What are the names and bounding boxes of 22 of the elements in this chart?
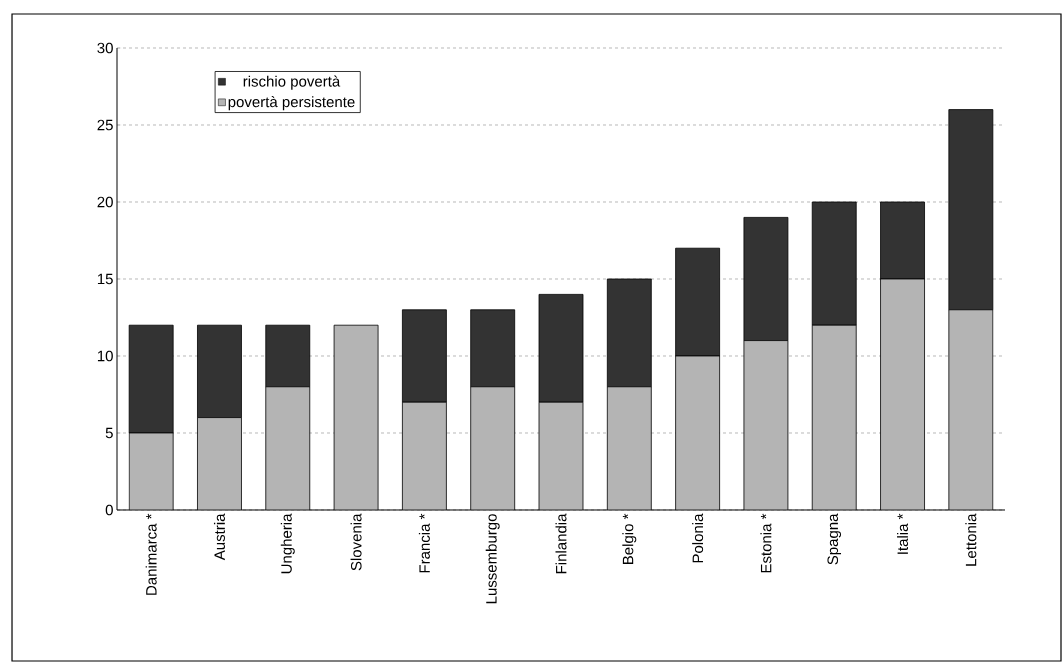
legend-label: rischio povertà: [243, 75, 341, 90]
x-tick-label: Estonia *: [760, 513, 772, 573]
x-tick-label: Belgio *: [622, 513, 637, 564]
y-tick-label: 30: [97, 42, 113, 54]
x-tick-label: Lettonia: [965, 513, 977, 566]
y-tick-label: 20: [97, 196, 113, 208]
legend-label: povertà persistente: [228, 96, 355, 111]
y-tick-label: 25: [97, 119, 113, 131]
x-tick-label: Finlandia: [555, 513, 567, 574]
x-tick-label: Polonia: [692, 513, 704, 563]
y-tick-label: 15: [97, 273, 113, 285]
x-tick-label: Austria: [213, 513, 225, 561]
x-tick-label: Spagna: [827, 513, 842, 565]
y-tick-label: 10: [97, 350, 113, 362]
x-tick-label: Lussemburgo: [485, 514, 500, 604]
x-tick-label: Slovenia: [350, 513, 362, 571]
x-tick-label: Italia *: [897, 513, 909, 554]
x-tick-label: Francia *: [418, 513, 430, 573]
x-tick-label: Danimarca *: [145, 513, 157, 595]
y-tick-label: 0: [105, 504, 113, 516]
y-tick-label: 5: [105, 427, 113, 439]
x-tick-label: Ungheria: [280, 513, 295, 574]
